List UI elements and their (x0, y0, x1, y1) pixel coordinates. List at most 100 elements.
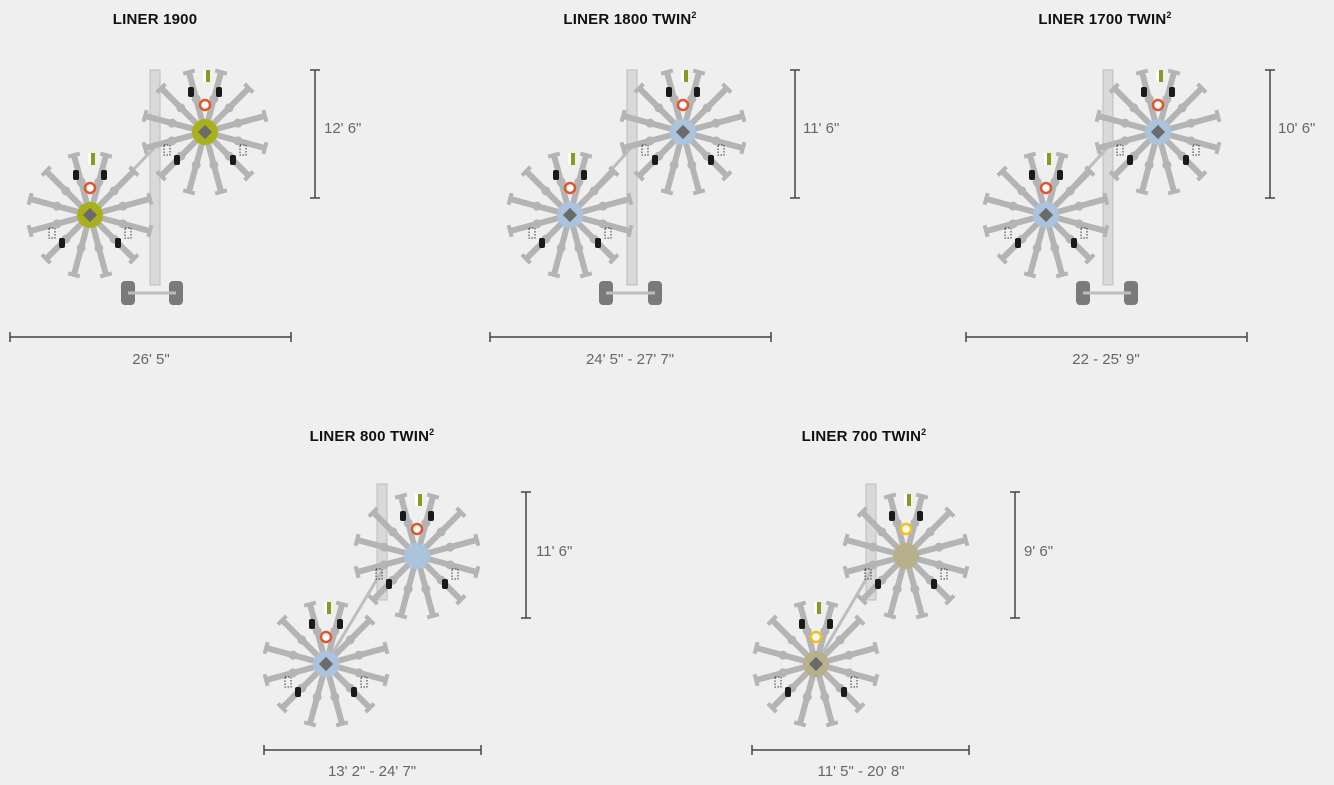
liner-1800-lower-tine-joint (556, 177, 566, 187)
liner-1900-lower-tine-joint (118, 219, 128, 229)
liner-1800-upper-tine-holder (694, 87, 700, 97)
liner-700-upper-tine-holder (875, 579, 881, 589)
liner-1700-lower-tine-tip (1102, 192, 1110, 206)
liner-1900-upper-tine-tip (243, 170, 255, 182)
liner-1900-upper-tine-tip (243, 82, 255, 94)
liner-800-lower-flag-white (324, 602, 327, 614)
model-title-liner-800: LINER 800 TWIN2 (309, 427, 435, 445)
liner-1900-upper-tine-tip (141, 141, 149, 155)
liner-1800-upper-spring (641, 144, 649, 156)
liner-1700-lower-tine-tip (1023, 271, 1037, 279)
liner-700-upper-tine-tip (944, 506, 956, 518)
liner-1800-upper-tine-tip (721, 82, 733, 94)
height-label-liner-1700: 10' 6" (1278, 120, 1316, 137)
liner-1700-lower-tine-tip (1102, 224, 1110, 238)
liner-1900-upper-tine-joint (191, 160, 201, 170)
liner-1800-frame (626, 69, 638, 286)
liner-700-upper-tine-tip (856, 594, 868, 606)
liner-1700-lower-tine-holder (1015, 238, 1021, 248)
liner-1900-upper-tine-joint (209, 94, 219, 104)
liner-700-upper-tine-tip (962, 533, 970, 547)
liner-1800-upper-tine-tip (619, 141, 627, 155)
liner-1800-upper-tine-joint (654, 103, 664, 113)
liner-1700-lower-tine-joint (1032, 177, 1042, 187)
liner-1800-lower-tine-joint (574, 243, 584, 253)
liner-1700-upper-tine-tip (1135, 68, 1149, 76)
liner-800-upper-flag (418, 494, 422, 506)
liner-1800-upper-tine-tip (721, 170, 733, 182)
liner-800-lower-tine-joint (354, 668, 364, 678)
liner-1800-lower-tine-tip (608, 253, 620, 265)
liner-700-upper-tine-joint (892, 518, 902, 528)
liner-1700-upper-tine-tip (1214, 141, 1222, 155)
liner-1800-lower-tine-tip (579, 271, 593, 279)
liner-1900-upper-spring (163, 144, 171, 156)
liner-1700-upper-tine-joint (1162, 94, 1172, 104)
liner-1900-lower-tine-joint (76, 243, 86, 253)
liner-800-upper-tine-joint (379, 560, 389, 570)
model-title-liner-1700: LINER 1700 TWIN2 (1038, 10, 1172, 28)
liner-700-lower-tine-joint (844, 668, 854, 678)
liner-800-upper-flag-white (415, 494, 418, 506)
liner-700-upper-tine-joint (877, 527, 887, 537)
liner-1700-upper-hub-center (1150, 124, 1166, 140)
liner-800-lower-tine-tip (382, 641, 390, 655)
liner-800-upper-tine-tip (426, 492, 440, 500)
liner-700-upper-tine-tip (962, 565, 970, 579)
liner-700-upper-tine-holder (917, 511, 923, 521)
liner-1700-lower-hub-center (1038, 207, 1054, 223)
liner-1800-upper-spring (717, 144, 725, 156)
liner-1700-lower-tine-joint (1050, 243, 1060, 253)
liner-700-upper-hub (893, 543, 919, 569)
liner-1900-upper-tine-joint (233, 118, 243, 128)
liner-800-upper-tine-joint (403, 518, 413, 528)
liner-700-lower-tine-joint (835, 635, 845, 645)
liner-1800-upper-tine-holder (708, 155, 714, 165)
liner-1900-lower-tine-joint (52, 219, 62, 229)
liner-1700-lower-tine-joint (1074, 219, 1084, 229)
liner-800-lower-tine-holder (295, 687, 301, 697)
liner-1900-upper-tine-tip (261, 109, 269, 123)
liner-800-lower-spring (360, 676, 368, 688)
liner-1900-lower-tine-holder (101, 170, 107, 180)
liner-1900-lower-tine-tip (67, 151, 81, 159)
liner-700-upper-tine-joint (892, 584, 902, 594)
liner-800-lower-tine-tip (276, 702, 288, 714)
liner-1900-upper-tine-joint (224, 103, 234, 113)
liner-1700-lower-tine-holder (1057, 170, 1063, 180)
liner-800-lower-tine-tip (276, 614, 288, 626)
liner-1900-upper-tine-holder (188, 87, 194, 97)
liner-1800-lower-tine-joint (598, 219, 608, 229)
liner-800-lower-tine-joint (288, 668, 298, 678)
liner-800-lower-tine-joint (354, 650, 364, 660)
liner-1800-upper-tine-tip (619, 109, 627, 123)
liner-700-lower-tine-holder (841, 687, 847, 697)
liner-1700-upper-tine-joint (1186, 118, 1196, 128)
liner-1800-upper-tine-joint (669, 94, 679, 104)
liner-1700-upper-tine-joint (1144, 160, 1154, 170)
liner-800-upper-tine-holder (442, 579, 448, 589)
liner-800-upper-tine-tip (455, 506, 467, 518)
liner-1900-lower-tine-joint (52, 201, 62, 211)
liner-1800-upper-tine-holder (652, 155, 658, 165)
liner-1700-upper-tine-joint (1162, 160, 1172, 170)
liner-700-lower-tine-joint (844, 650, 854, 660)
liner-1900-upper-spring (239, 144, 247, 156)
liner-1900-upper-tine-joint (167, 118, 177, 128)
liner-1900-upper-rotor (141, 68, 269, 196)
liner-1800-upper-tine-joint (669, 160, 679, 170)
liner-1900-upper-tine-holder (216, 87, 222, 97)
liner-1900-lower-tine-tip (146, 224, 154, 238)
height-label-liner-700: 9' 6" (1024, 543, 1054, 560)
liner-1700-lower-flag-white (1044, 153, 1047, 165)
liner-1800-upper-tine-tip (633, 170, 645, 182)
liner-1700-upper-tine-joint (1177, 103, 1187, 113)
liner-1900-upper-tine-tip (155, 170, 167, 182)
liner-1900-lower-tine-joint (94, 243, 104, 253)
liner-800-upper-hub (404, 543, 430, 569)
liner-700-upper-tine-tip (842, 565, 850, 579)
liner-1800-upper-tine-joint (711, 136, 721, 146)
liner-800-lower-tine-joint (330, 626, 340, 636)
liner-1900-lower-marker-ring (83, 181, 97, 195)
liner-1700-lower-tine-tip (1055, 271, 1069, 279)
